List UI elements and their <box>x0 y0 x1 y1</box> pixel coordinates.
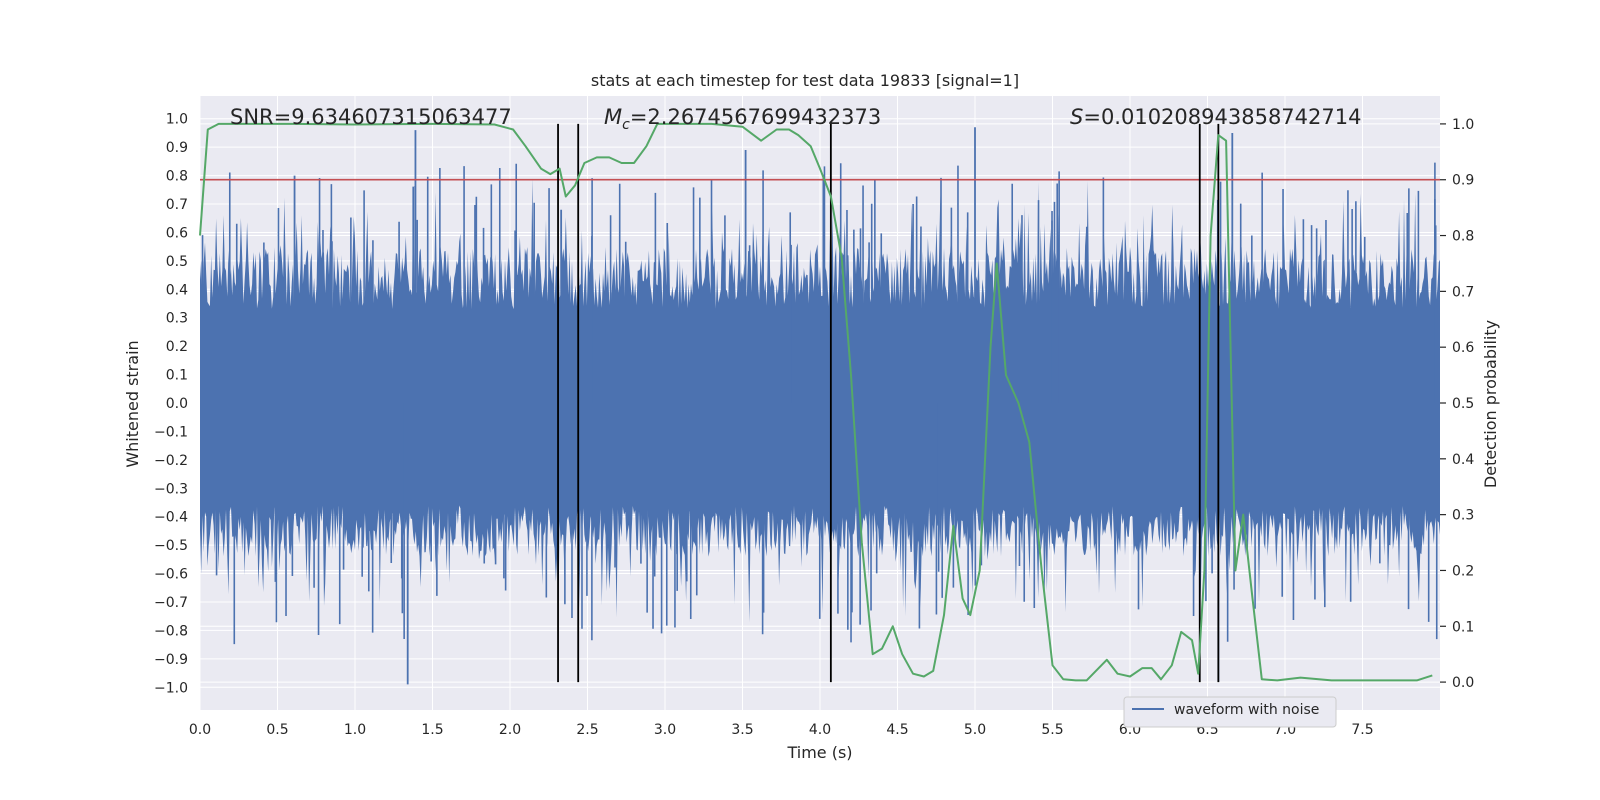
y2-tick-label: 0.2 <box>1452 563 1474 579</box>
y-tick-label: −0.7 <box>154 595 188 611</box>
y2-tick-label: 0.6 <box>1452 340 1474 356</box>
y-tick-label: 0.1 <box>166 368 188 384</box>
x-tick-label: 5.0 <box>964 722 986 738</box>
y2-tick-label: 0.7 <box>1452 284 1474 300</box>
s-annotation: S=0.010208943858742714 <box>1070 105 1361 129</box>
y-tick-label: −0.8 <box>154 623 188 639</box>
y-tick-label: 1.0 <box>166 112 188 128</box>
y2-tick-label: 0.9 <box>1452 173 1474 189</box>
legend-box <box>1123 696 1337 728</box>
y2-tick-label: 1.0 <box>1452 117 1474 133</box>
y-tick-label: 0.3 <box>166 311 188 327</box>
s-value: =0.010208943858742714 <box>1083 105 1361 129</box>
y2-tick-label: 0.3 <box>1452 508 1474 524</box>
y-tick-label: −0.5 <box>154 538 188 554</box>
x-tick-label: 2.5 <box>576 722 598 738</box>
y-tick-label: −0.6 <box>154 567 188 583</box>
y-tick-label: 0.0 <box>166 396 188 412</box>
y-tick-label: 0.9 <box>166 140 188 156</box>
chirp-mass-symbol: M <box>604 105 622 129</box>
y-tick-label: −0.1 <box>154 424 188 440</box>
x-tick-label: 0.0 <box>189 722 211 738</box>
chirp-mass-subscript: c <box>622 117 630 133</box>
detection-probability-line <box>199 122 1433 682</box>
y-tick-label: −1.0 <box>154 680 188 696</box>
legend: waveform with noise <box>1123 696 1337 728</box>
x-tick-label: 3.0 <box>654 722 676 738</box>
x-tick-label: 2.0 <box>499 722 521 738</box>
x-tick-label: 1.0 <box>344 722 366 738</box>
y2-tick-label: 0.1 <box>1452 619 1474 635</box>
y-tick-label: 0.4 <box>166 282 188 298</box>
y2-tick-label: 0.8 <box>1452 229 1474 245</box>
x-tick-label: 5.5 <box>1041 722 1063 738</box>
waveform-body <box>200 178 1440 623</box>
x-tick-label: 7.5 <box>1351 722 1373 738</box>
y2-tick-label: 0.4 <box>1452 452 1474 468</box>
y-tick-label: 0.6 <box>166 225 188 241</box>
s-symbol: S <box>1070 105 1083 129</box>
y-tick-label: −0.3 <box>154 481 188 497</box>
y-tick-label: −0.4 <box>154 510 188 526</box>
y-tick-label: −0.2 <box>154 453 188 469</box>
x-tick-label: 3.5 <box>731 722 753 738</box>
x-axis-label: Time (s) <box>786 743 852 762</box>
snr-annotation: SNR=9.634607315063477 <box>230 105 512 129</box>
y2-tick-label: 0.5 <box>1452 396 1474 412</box>
y-tick-label: −0.9 <box>154 652 188 668</box>
x-tick-label: 4.0 <box>809 722 831 738</box>
y-axis-label: Whitened strain <box>123 340 142 467</box>
chirp-mass-value: =2.2674567699432373 <box>630 105 881 129</box>
y-tick-label: 0.2 <box>166 339 188 355</box>
y-tick-label: 0.5 <box>166 254 188 270</box>
y-tick-label: 0.7 <box>166 197 188 213</box>
y2-tick-label: 0.0 <box>1452 675 1474 691</box>
x-tick-label: 0.5 <box>266 722 288 738</box>
y2-axis-label: Detection probability <box>1481 320 1500 488</box>
chirp-mass-annotation: Mc=2.2674567699432373 <box>604 105 881 133</box>
chart-title: stats at each timestep for test data 198… <box>591 71 1019 90</box>
y-tick-label: 0.8 <box>166 169 188 185</box>
x-tick-label: 4.5 <box>886 722 908 738</box>
legend-label: waveform with noise <box>1174 702 1319 718</box>
waveform-series <box>200 127 1440 685</box>
x-tick-label: 1.5 <box>421 722 443 738</box>
